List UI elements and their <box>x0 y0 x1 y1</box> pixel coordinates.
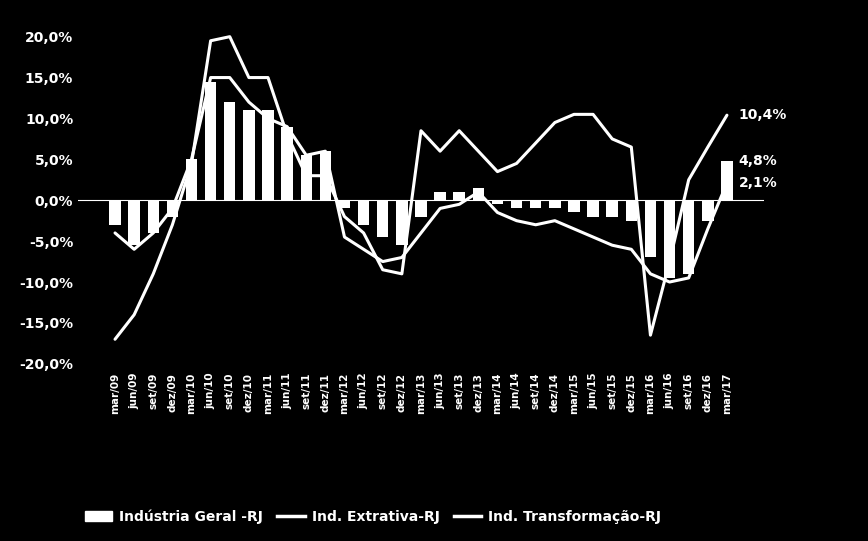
Bar <box>626 200 637 221</box>
Bar <box>396 200 408 245</box>
Bar <box>434 192 446 200</box>
Legend: Indústria Geral -RJ, Ind. Extrativa-RJ, Ind. Transformação-RJ: Indústria Geral -RJ, Ind. Extrativa-RJ, … <box>79 504 667 530</box>
Bar <box>607 200 618 216</box>
Bar <box>262 110 273 200</box>
Bar <box>339 200 350 208</box>
Bar <box>511 200 523 208</box>
Bar <box>702 200 713 221</box>
Bar <box>167 200 178 216</box>
Bar <box>492 200 503 204</box>
Bar <box>128 200 140 245</box>
Bar <box>530 200 542 208</box>
Text: 4,8%: 4,8% <box>739 154 777 168</box>
Bar <box>721 161 733 200</box>
Bar <box>358 200 370 225</box>
Bar <box>243 110 254 200</box>
Bar <box>109 200 121 225</box>
Bar <box>664 200 675 278</box>
Bar <box>569 200 580 213</box>
Text: 10,4%: 10,4% <box>739 108 786 122</box>
Bar <box>205 82 216 200</box>
Bar <box>186 160 197 200</box>
Bar <box>683 200 694 274</box>
Bar <box>300 155 312 200</box>
Bar <box>415 200 427 216</box>
Bar <box>549 200 561 208</box>
Bar <box>224 102 235 200</box>
Bar <box>453 192 465 200</box>
Bar <box>281 127 293 200</box>
Bar <box>588 200 599 216</box>
Bar <box>148 200 159 233</box>
Bar <box>319 151 331 200</box>
Text: 2,1%: 2,1% <box>739 176 777 190</box>
Bar <box>377 200 389 237</box>
Bar <box>472 188 484 200</box>
Bar <box>645 200 656 258</box>
